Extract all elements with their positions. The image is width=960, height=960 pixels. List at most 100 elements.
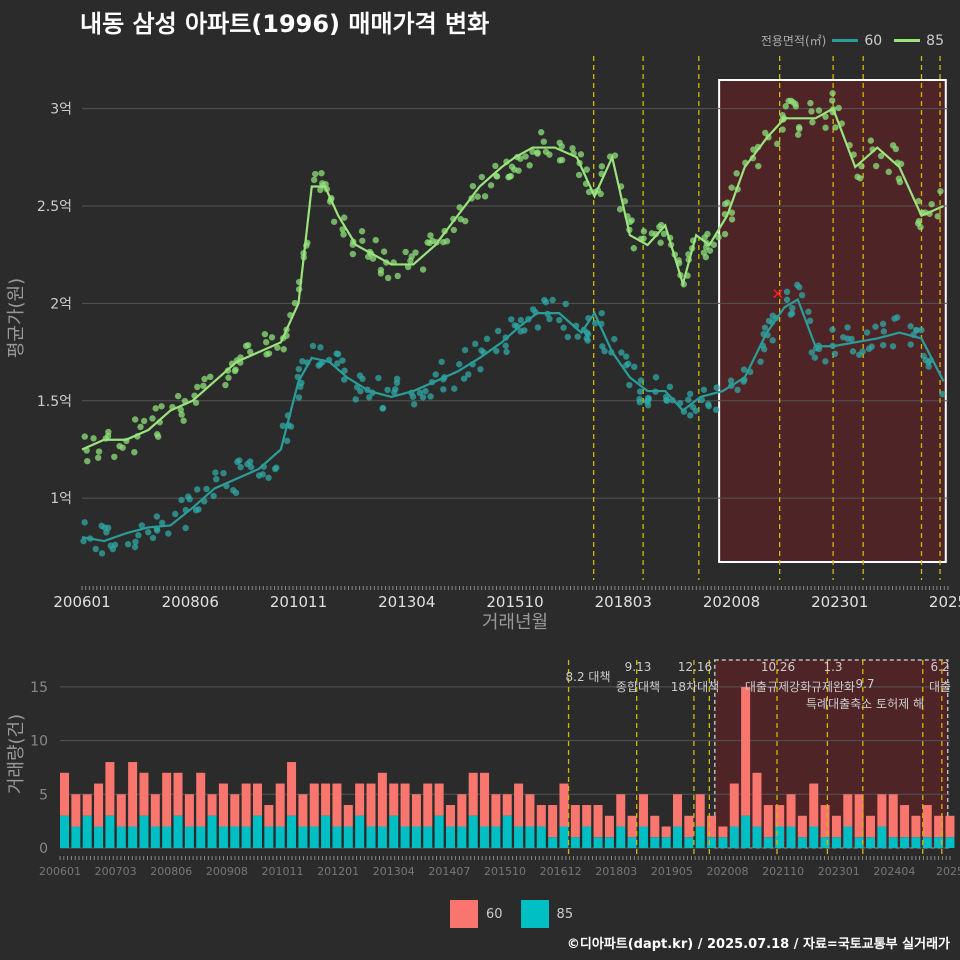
price-point-85 <box>274 344 281 351</box>
price-x-tick-label: 200601 <box>53 593 110 611</box>
policy-annotation-date: 12.16 <box>678 660 712 674</box>
volume-bar-60 <box>423 783 433 827</box>
volume-bar-85 <box>218 826 228 848</box>
price-point-85 <box>782 103 789 110</box>
price-point-85 <box>597 190 604 198</box>
price-point-85 <box>244 341 252 349</box>
price-point-60 <box>839 333 847 341</box>
price-point-85 <box>377 266 385 274</box>
volume-bar-60 <box>752 772 762 827</box>
price-point-85 <box>402 248 409 256</box>
price-point-85 <box>508 163 516 170</box>
price-point-85 <box>507 172 515 180</box>
price-point-60 <box>546 315 553 323</box>
price-point-60 <box>769 337 776 344</box>
price-point-85 <box>310 176 318 184</box>
volume-bar-85 <box>922 837 932 848</box>
price-point-85 <box>372 236 379 244</box>
price-point-60 <box>172 510 179 518</box>
price-point-60 <box>562 300 569 308</box>
volume-bar-85 <box>843 826 853 848</box>
volume-x-tick-label: 200806 <box>150 865 192 878</box>
price-point-85 <box>897 160 905 168</box>
price-point-60 <box>132 538 139 545</box>
price-point-85 <box>750 146 757 153</box>
volume-bar-85 <box>411 826 421 848</box>
volume-bar-85 <box>502 815 512 848</box>
price-point-85 <box>807 99 814 107</box>
volume-bar-60 <box>230 794 240 827</box>
price-point-60 <box>244 460 251 468</box>
volume-x-tick-label: 202110 <box>762 865 804 878</box>
volume-bar-85 <box>366 826 376 848</box>
price-point-60 <box>805 308 812 315</box>
price-y-tick-label: 3억 <box>50 102 72 118</box>
volume-bar-85 <box>116 826 126 848</box>
price-point-85 <box>829 97 836 104</box>
volume-bar-60 <box>128 762 138 827</box>
volume-bar-60 <box>400 783 410 827</box>
volume-bar-60 <box>366 783 376 827</box>
legend-swatch-85 <box>520 900 549 928</box>
price-point-60 <box>107 542 114 549</box>
volume-bar-60 <box>695 794 705 827</box>
price-point-60 <box>574 333 581 340</box>
volume-y-tick-label: 15 <box>30 680 48 696</box>
price-point-60 <box>220 469 227 477</box>
price-point-60 <box>237 463 244 471</box>
volume-bar-60 <box>638 794 648 827</box>
price-point-60 <box>549 296 556 304</box>
price-point-85 <box>111 453 118 461</box>
volume-bar-60 <box>173 772 183 816</box>
volume-bar-60 <box>71 794 81 827</box>
volume-bar-60 <box>797 815 807 838</box>
price-point-85 <box>469 182 477 190</box>
top-legend: 전용면적(㎡) 60 85 <box>761 32 950 49</box>
price-point-60 <box>822 358 829 365</box>
price-point-60 <box>295 365 303 373</box>
volume-bar-60 <box>162 772 172 827</box>
price-point-85 <box>867 137 875 144</box>
price-point-85 <box>265 350 273 357</box>
price-point-60 <box>478 347 485 354</box>
price-point-85 <box>427 232 434 239</box>
price-point-85 <box>794 131 802 138</box>
price-point-60 <box>808 349 815 356</box>
price-point-85 <box>809 119 816 126</box>
volume-bar-60 <box>775 805 785 827</box>
volume-bar-60 <box>616 794 626 827</box>
price-point-60 <box>416 389 424 397</box>
price-point-85 <box>174 392 182 400</box>
price-point-60 <box>599 343 606 350</box>
volume-bar-60 <box>854 794 864 838</box>
volume-bar-85 <box>71 826 81 848</box>
volume-bar-60 <box>139 772 149 816</box>
volume-x-tick-label: 201407 <box>428 865 470 878</box>
volume-bar-85 <box>593 837 603 848</box>
volume-bar-60 <box>650 815 660 838</box>
price-point-60 <box>564 333 572 341</box>
price-point-60 <box>891 315 898 322</box>
volume-bar-60 <box>548 805 558 838</box>
price-point-60 <box>556 316 563 324</box>
price-point-60 <box>636 388 644 395</box>
price-point-60 <box>92 545 99 553</box>
price-point-85 <box>755 162 762 170</box>
price-point-85 <box>158 403 165 410</box>
price-point-60 <box>438 358 445 366</box>
price-point-85 <box>915 197 922 205</box>
volume-bar-85 <box>729 826 739 848</box>
price-point-60 <box>456 361 463 368</box>
price-point-60 <box>601 347 608 355</box>
volume-bar-85 <box>627 837 637 848</box>
price-point-85 <box>408 253 415 260</box>
price-point-85 <box>131 416 139 423</box>
volume-x-tick-label: 201304 <box>373 865 415 878</box>
price-point-85 <box>822 113 829 120</box>
volume-bar-85 <box>820 837 830 848</box>
price-point-60 <box>212 469 219 476</box>
price-point-60 <box>712 406 720 413</box>
volume-bar-60 <box>264 805 274 827</box>
volume-bar-85 <box>775 826 785 848</box>
price-point-85 <box>728 184 735 191</box>
